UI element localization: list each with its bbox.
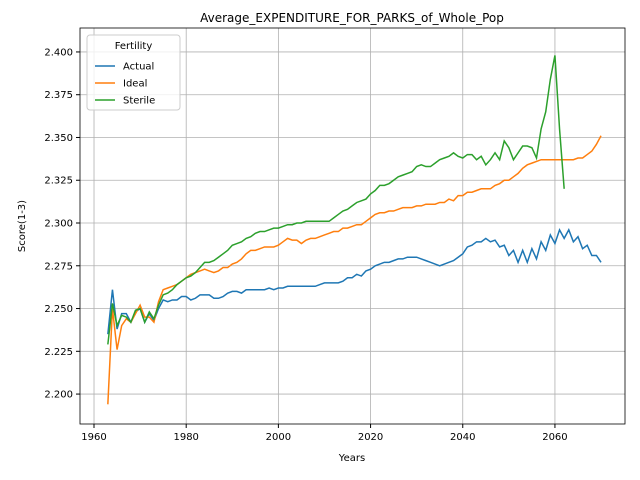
legend-title: Fertility [115, 41, 153, 52]
x-tick-label: 2020 [358, 432, 383, 443]
y-tick-label: 2.250 [44, 304, 73, 315]
y-tick-label: 2.275 [44, 261, 73, 272]
x-tick-label: 1980 [173, 432, 198, 443]
x-tick-label: 2060 [542, 432, 567, 443]
x-tick-label: 2040 [450, 432, 475, 443]
x-axis-label: Years [338, 453, 365, 464]
y-tick-label: 2.225 [44, 347, 73, 358]
plot-frame [79, 27, 626, 425]
y-tick-label: 2.300 [44, 219, 73, 230]
x-tick-label: 2000 [266, 432, 291, 443]
y-axis-label: Score(1-3) [17, 200, 28, 252]
series-line [107, 227, 602, 335]
x-tick-label: 1960 [81, 432, 106, 443]
legend-label: Sterile [123, 96, 155, 107]
legend-box [86, 34, 181, 111]
y-tick-label: 2.400 [44, 47, 73, 58]
y-tick-label: 2.325 [44, 176, 73, 187]
legend-label: Actual [123, 62, 154, 73]
series-line [107, 55, 565, 345]
y-tick-label: 2.350 [44, 133, 73, 144]
chart-title: Average_EXPENDITURE_FOR_PARKS_of_Whole_P… [200, 11, 504, 25]
legend-label: Ideal [123, 79, 147, 90]
series-line [107, 135, 602, 405]
y-tick-label: 2.200 [44, 390, 73, 401]
y-tick-label: 2.375 [44, 90, 73, 101]
